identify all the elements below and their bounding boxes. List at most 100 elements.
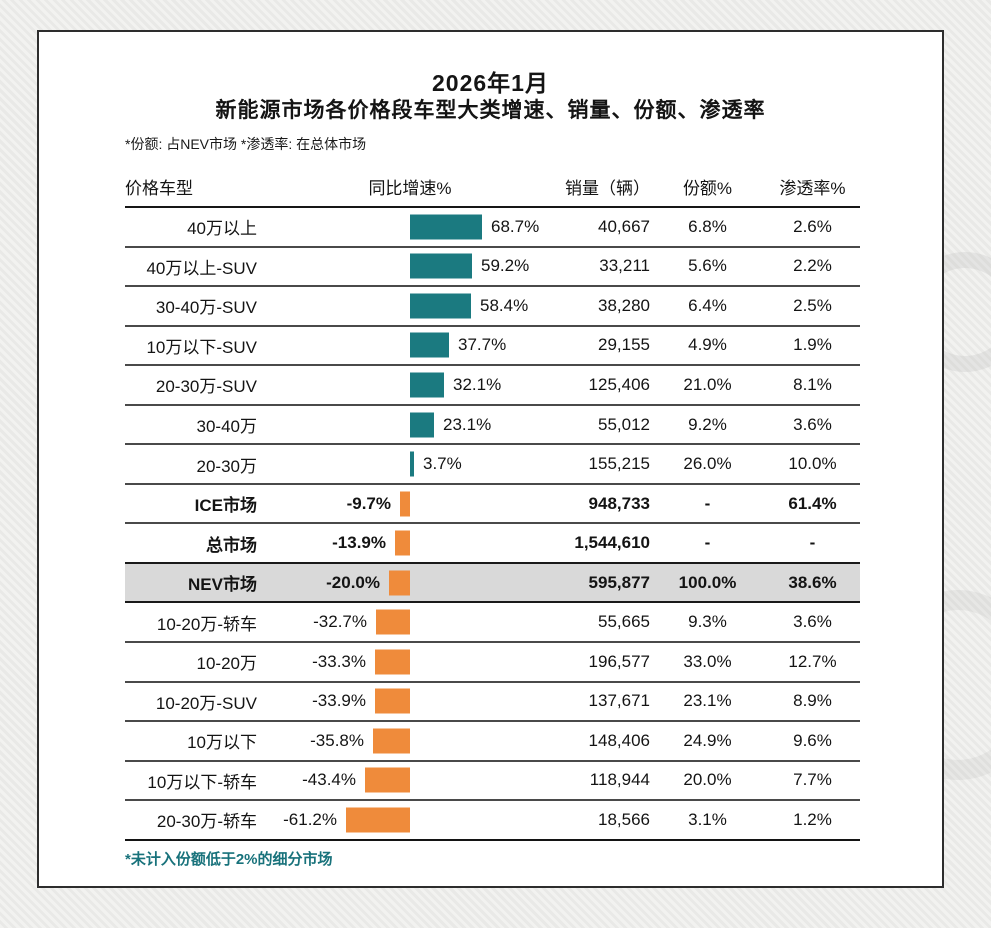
header-category: 价格车型 (125, 179, 193, 198)
growth-bar (410, 253, 472, 279)
share-value: 6.4% (688, 295, 727, 315)
growth-bar (410, 412, 434, 437)
growth-value: -33.3% (312, 651, 366, 671)
report-card: 2026年1月 新能源市场各价格段车型大类增速、销量、份额、渗透率 *份额: 占… (37, 30, 944, 888)
sales-value: 33,211 (599, 256, 650, 276)
table-row: 总市场 -13.9% 1,544,610 - - (125, 524, 860, 564)
table-row: ICE市场 -9.7% 948,733 - 61.4% (125, 485, 860, 525)
share-value: 6.8% (688, 216, 727, 236)
row-label: 40万以上-SUV (146, 258, 257, 278)
share-value: 3.1% (688, 809, 727, 829)
growth-bar-cell: 58.4% (257, 287, 557, 325)
growth-bar-cell: 32.1% (257, 366, 557, 404)
growth-value: 23.1% (443, 414, 492, 434)
growth-bar (373, 728, 410, 754)
table-row: 10-20万-SUV -33.9% 137,671 23.1% 8.9% (125, 683, 860, 723)
row-label: NEV市场 (188, 575, 257, 595)
penetration-value: 1.9% (793, 335, 832, 355)
growth-bar-cell: -35.8% (257, 722, 557, 760)
sales-value: 595,877 (588, 572, 650, 592)
row-label: 10-20万 (196, 654, 257, 674)
growth-value: 32.1% (453, 374, 502, 394)
row-label: 30-40万-SUV (155, 298, 257, 318)
sales-value: 40,667 (598, 216, 650, 236)
growth-bar (400, 491, 410, 517)
growth-bar-cell: 23.1% (257, 406, 557, 444)
share-value: 21.0% (683, 374, 732, 394)
sales-value: 55,665 (598, 612, 650, 632)
share-value: 5.6% (688, 256, 727, 276)
exclusion-footnote: *未计入份额低于2%的细分市场 (125, 851, 333, 868)
sales-value: 1,544,610 (574, 533, 650, 553)
sales-value: 118,944 (589, 770, 650, 790)
header-share: 份额% (682, 179, 733, 198)
growth-value: -61.2% (283, 809, 337, 829)
growth-bar (410, 451, 414, 477)
table-row: 10万以下-轿车 -43.4% 118,944 20.0% 7.7% (125, 762, 860, 802)
growth-bar-cell: -33.3% (257, 643, 557, 681)
growth-bar (389, 570, 410, 596)
growth-bar-cell: 59.2% (257, 248, 557, 286)
table-row: 10-20万 -33.3% 196,577 33.0% 12.7% (125, 643, 860, 683)
sales-value: 148,406 (588, 730, 650, 750)
penetration-value: 61.4% (788, 493, 837, 513)
growth-bar-cell: -61.2% (257, 801, 557, 839)
growth-value: 59.2% (481, 256, 530, 276)
penetration-value: - (809, 533, 816, 553)
sales-value: 196,577 (588, 651, 650, 671)
sales-value: 137,671 (588, 691, 650, 711)
table-row: 30-40万 23.1% 55,012 9.2% 3.6% (125, 406, 860, 446)
growth-bar (410, 214, 482, 240)
growth-bar-cell: -13.9% (257, 524, 557, 562)
table-header-row: 价格车型 同比增速% 销量（辆） 份额% 渗透率% (125, 172, 860, 208)
definition-note: *份额: 占NEV市场 *渗透率: 在总体市场 (125, 136, 367, 152)
share-value: 26.0% (683, 454, 732, 474)
share-value: 33.0% (683, 651, 732, 671)
row-label: 10-20万-SUV (155, 693, 257, 713)
table-row: 10万以下 -35.8% 148,406 24.9% 9.6% (125, 722, 860, 762)
row-label: 20-30万-轿车 (156, 812, 257, 832)
growth-value: -35.8% (310, 730, 364, 750)
penetration-value: 9.6% (793, 730, 832, 750)
table-body: 40万以上 68.7% 40,667 6.8% 2.6% 40万以上-SUV 59.2% 33… (125, 208, 860, 841)
row-label: 总市场 (206, 535, 257, 555)
share-value: 4.9% (688, 335, 727, 355)
row-label: 20-30万-SUV (155, 377, 257, 397)
report-title-main: 新能源市场各价格段车型大类增速、销量、份额、渗透率 (215, 99, 766, 122)
growth-bar-cell: -33.9% (257, 683, 557, 721)
penetration-value: 8.9% (793, 691, 832, 711)
growth-bar-cell: -20.0% (257, 564, 557, 602)
growth-value: -33.9% (312, 691, 366, 711)
row-label: 10万以下-轿车 (147, 772, 257, 792)
growth-bar (410, 372, 444, 398)
growth-bar-cell: -32.7% (257, 603, 557, 641)
growth-bar (410, 332, 449, 358)
share-value: 9.2% (688, 414, 727, 434)
growth-value: -32.7% (313, 612, 367, 632)
sales-value: 155,215 (588, 454, 650, 474)
share-value: 24.9% (683, 730, 732, 750)
growth-bar (376, 609, 410, 635)
sales-value: 18,566 (598, 809, 650, 829)
row-label: 10万以下 (187, 733, 257, 753)
table-row: 20-30万-轿车 -61.2% 18,566 3.1% 1.2% (125, 801, 860, 841)
table-row: 40万以上 68.7% 40,667 6.8% 2.6% (125, 208, 860, 248)
market-table: 价格车型 同比增速% 销量（辆） 份额% 渗透率% 40万以上 68.7% 40,6… (125, 172, 860, 841)
share-value: 9.3% (688, 612, 727, 632)
row-label: 30-40万 (196, 417, 257, 436)
growth-bar (375, 649, 410, 675)
sales-value: 125,406 (588, 374, 650, 394)
table-row: 30-40万-SUV 58.4% 38,280 6.4% 2.5% (125, 287, 860, 327)
growth-value: -43.4% (302, 770, 356, 790)
table-row: 10-20万-轿车 -32.7% 55,665 9.3% 3.6% (125, 603, 860, 644)
penetration-value: 12.7% (788, 651, 837, 671)
growth-value: 68.7% (491, 216, 540, 236)
table-row: 40万以上-SUV 59.2% 33,211 5.6% 2.2% (125, 248, 860, 288)
growth-value: -9.7% (346, 493, 391, 513)
penetration-value: 10.0% (788, 454, 837, 474)
share-value: 100.0% (678, 572, 737, 592)
header-growth: 同比增速% (368, 179, 452, 198)
row-label: 10万以下-SUV (146, 337, 257, 357)
row-label: 20-30万 (196, 456, 257, 476)
row-label: 40万以上 (187, 219, 257, 239)
